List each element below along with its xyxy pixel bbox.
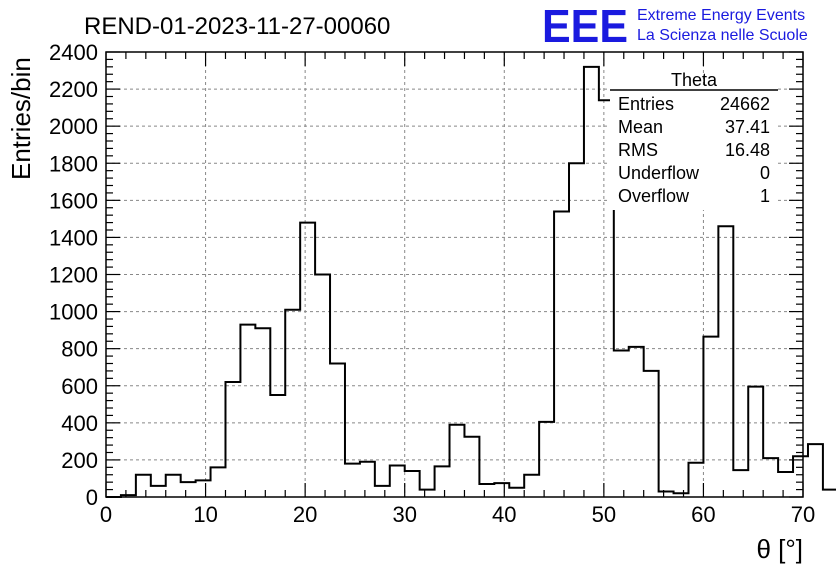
y-tick-label-11: 2200 bbox=[49, 77, 98, 102]
y-tick-label-10: 2000 bbox=[49, 114, 98, 139]
stats-row-value-3: 0 bbox=[760, 163, 770, 183]
y-tick-label-12: 2400 bbox=[49, 40, 98, 65]
histogram-bar-29 bbox=[539, 422, 554, 497]
y-tick-label-0: 0 bbox=[86, 485, 98, 510]
histogram-bar-21 bbox=[420, 490, 435, 497]
logo-line2: La Scienza nelle Scuole bbox=[637, 27, 808, 44]
histogram-bar-16 bbox=[345, 464, 360, 497]
histogram-bar-2 bbox=[136, 475, 151, 497]
histogram-bar-42 bbox=[733, 470, 748, 497]
histogram-bar-46 bbox=[793, 456, 808, 497]
y-tick-label-3: 600 bbox=[61, 374, 98, 399]
y-axis: 0 200 400 600 800 1000 1200 1400 1600 1800 2000 220… bbox=[49, 40, 803, 510]
x-tick-label-6: 60 bbox=[691, 502, 715, 527]
histogram-bar-10 bbox=[255, 328, 270, 497]
grid bbox=[106, 52, 803, 497]
histogram-bar-43 bbox=[748, 387, 763, 497]
stats-row-value-1: 37.41 bbox=[725, 117, 770, 137]
y-tick-label-7: 1400 bbox=[49, 225, 98, 250]
histogram-bar-12 bbox=[285, 310, 300, 497]
histogram-bar-45 bbox=[778, 472, 793, 497]
histogram-bar-17 bbox=[360, 462, 375, 497]
histogram-bar-18 bbox=[375, 486, 390, 497]
y-tick-label-5: 1000 bbox=[49, 300, 98, 325]
histogram-outline bbox=[106, 65, 836, 498]
y-tick-label-1: 200 bbox=[61, 448, 98, 473]
y-tick-label-9: 1800 bbox=[49, 151, 98, 176]
y-tick-label-8: 1600 bbox=[49, 188, 98, 213]
logo-mark: EEE bbox=[542, 0, 628, 52]
histogram-bar-5 bbox=[181, 482, 196, 497]
stats-row-value-4: 1 bbox=[760, 186, 770, 206]
x-axis: 0 10 20 30 40 50 60 70 bbox=[100, 52, 815, 527]
histogram-bar-8 bbox=[225, 382, 240, 497]
y-tick-label-2: 400 bbox=[61, 411, 98, 436]
histogram-bar-44 bbox=[763, 458, 778, 497]
x-tick-label-3: 30 bbox=[392, 502, 416, 527]
stats-row-label-2: RMS bbox=[618, 140, 658, 160]
histogram-bar-34 bbox=[614, 351, 629, 497]
y-tick-label-4: 800 bbox=[61, 337, 98, 362]
histogram-bar-14 bbox=[315, 275, 330, 498]
y-axis-title: Entries/bin bbox=[6, 57, 36, 180]
stats-row-label-1: Mean bbox=[618, 117, 663, 137]
stats-row-label-4: Overflow bbox=[618, 186, 690, 206]
logo: EEE Extreme Energy Events La Scienza nel… bbox=[542, 0, 808, 52]
x-tick-label-5: 50 bbox=[592, 502, 616, 527]
logo-line1: Extreme Energy Events bbox=[637, 7, 805, 24]
histogram-bar-20 bbox=[405, 471, 420, 497]
histogram-bar-39 bbox=[688, 463, 703, 497]
histogram-bar-9 bbox=[240, 325, 255, 497]
histogram-bar-6 bbox=[196, 480, 211, 497]
histogram-bar-40 bbox=[703, 337, 718, 497]
histogram-bar-4 bbox=[166, 475, 181, 497]
histogram-bar-36 bbox=[644, 371, 659, 497]
stats-box-background bbox=[610, 88, 778, 210]
x-tick-label-2: 20 bbox=[293, 502, 317, 527]
histogram-bar-48 bbox=[823, 490, 836, 497]
stats-row-value-0: 24662 bbox=[720, 94, 770, 114]
histogram-bar-27 bbox=[509, 488, 524, 497]
stats-row-value-2: 16.48 bbox=[725, 140, 770, 160]
stats-row-label-0: Entries bbox=[618, 94, 674, 114]
histogram-bar-11 bbox=[270, 395, 285, 497]
histogram-bar-3 bbox=[151, 486, 166, 497]
plot-title: REND-01-2023-11-27-00060 bbox=[84, 13, 390, 40]
histogram-bar-23 bbox=[450, 425, 465, 497]
stats-row-label-3: Underflow bbox=[618, 163, 700, 183]
x-tick-label-0: 0 bbox=[100, 502, 112, 527]
stats-box-title: Theta bbox=[671, 70, 718, 90]
histogram-bar-35 bbox=[629, 347, 644, 497]
x-tick-label-7: 70 bbox=[791, 502, 815, 527]
histogram-bar-26 bbox=[494, 483, 509, 497]
histogram-bar-24 bbox=[464, 437, 479, 497]
x-tick-label-1: 10 bbox=[193, 502, 217, 527]
y-tick-label-6: 1200 bbox=[49, 263, 98, 288]
histogram-bar-32 bbox=[584, 67, 599, 497]
histogram-bar-13 bbox=[300, 223, 315, 497]
stats-box: Theta Entries 24662 Mean 37.41 RMS 16.48 Under… bbox=[610, 70, 778, 210]
histogram-bar-30 bbox=[554, 211, 569, 497]
histogram-bar-31 bbox=[569, 163, 584, 497]
histogram-bar-25 bbox=[479, 484, 494, 497]
histogram-bar-7 bbox=[211, 467, 226, 497]
histogram-bar-22 bbox=[435, 466, 450, 497]
histogram-bar-19 bbox=[390, 465, 405, 497]
histogram-bar-47 bbox=[808, 444, 823, 497]
histogram-bar-41 bbox=[718, 226, 733, 497]
histogram-bar-15 bbox=[330, 364, 345, 498]
histogram-bar-28 bbox=[524, 475, 539, 497]
x-axis-title: θ [°] bbox=[756, 534, 803, 564]
x-tick-label-4: 40 bbox=[492, 502, 516, 527]
